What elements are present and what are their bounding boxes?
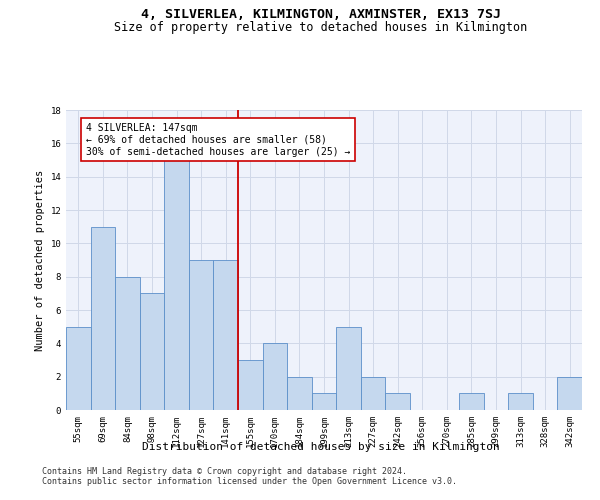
Bar bbox=[214, 260, 238, 410]
Text: Contains public sector information licensed under the Open Government Licence v3: Contains public sector information licen… bbox=[42, 477, 457, 486]
Bar bbox=[238, 360, 263, 410]
Bar bbox=[312, 394, 336, 410]
Text: Size of property relative to detached houses in Kilmington: Size of property relative to detached ho… bbox=[115, 21, 527, 34]
Bar bbox=[287, 376, 312, 410]
Bar bbox=[91, 226, 115, 410]
Text: 4, SILVERLEA, KILMINGTON, AXMINSTER, EX13 7SJ: 4, SILVERLEA, KILMINGTON, AXMINSTER, EX1… bbox=[141, 8, 501, 20]
Bar bbox=[189, 260, 214, 410]
Bar bbox=[336, 326, 361, 410]
Bar bbox=[385, 394, 410, 410]
Y-axis label: Number of detached properties: Number of detached properties bbox=[35, 170, 45, 350]
Bar bbox=[263, 344, 287, 410]
Bar bbox=[459, 394, 484, 410]
Text: Distribution of detached houses by size in Kilmington: Distribution of detached houses by size … bbox=[142, 442, 500, 452]
Text: 4 SILVERLEA: 147sqm
← 69% of detached houses are smaller (58)
30% of semi-detach: 4 SILVERLEA: 147sqm ← 69% of detached ho… bbox=[86, 124, 350, 156]
Bar bbox=[508, 394, 533, 410]
Text: Contains HM Land Registry data © Crown copyright and database right 2024.: Contains HM Land Registry data © Crown c… bbox=[42, 467, 407, 476]
Bar bbox=[140, 294, 164, 410]
Bar bbox=[115, 276, 140, 410]
Bar bbox=[164, 160, 189, 410]
Bar bbox=[361, 376, 385, 410]
Bar bbox=[66, 326, 91, 410]
Bar bbox=[557, 376, 582, 410]
